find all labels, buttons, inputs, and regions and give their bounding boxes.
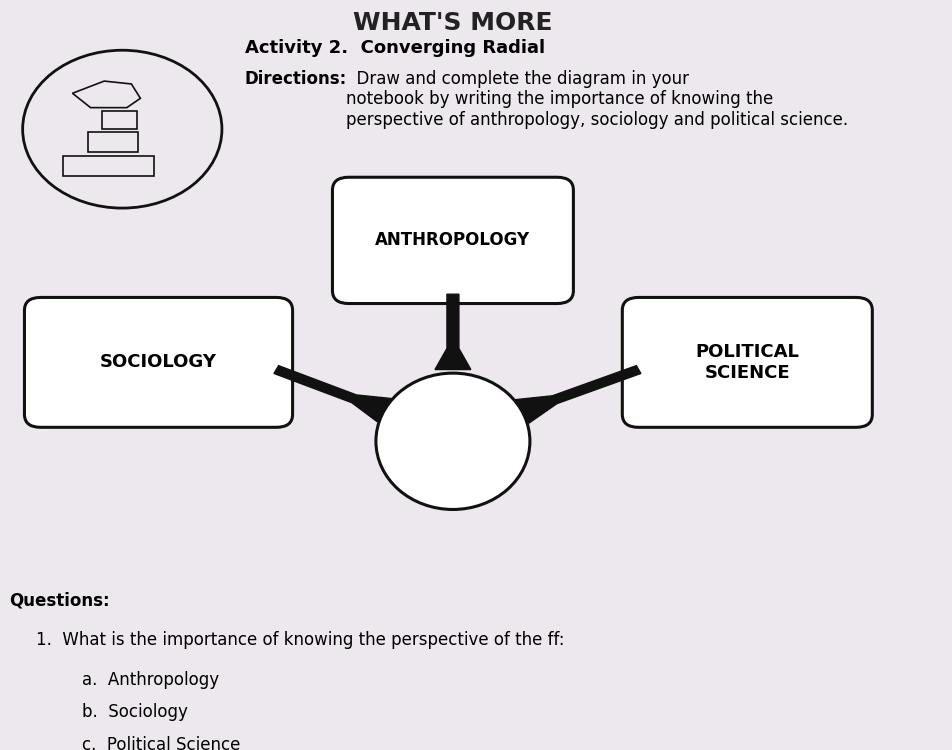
Text: c.  Political Science: c. Political Science xyxy=(82,736,240,750)
FancyBboxPatch shape xyxy=(64,156,154,176)
Text: WHAT'S MORE: WHAT'S MORE xyxy=(353,10,553,34)
Text: Draw and complete the diagram in your
notebook by writing the importance of know: Draw and complete the diagram in your no… xyxy=(346,70,848,129)
Text: SOCIOLOGY: SOCIOLOGY xyxy=(100,353,217,371)
Text: b.  Sociology: b. Sociology xyxy=(82,704,188,722)
Text: Activity 2.  Converging Radial: Activity 2. Converging Radial xyxy=(245,40,545,58)
Circle shape xyxy=(23,50,222,208)
Text: Directions:: Directions: xyxy=(245,70,347,88)
FancyBboxPatch shape xyxy=(623,298,872,427)
Polygon shape xyxy=(515,365,641,423)
Polygon shape xyxy=(435,294,471,370)
Text: a.  Anthropology: a. Anthropology xyxy=(82,671,219,689)
Text: POLITICAL
SCIENCE: POLITICAL SCIENCE xyxy=(695,343,800,382)
Text: ANTHROPOLOGY: ANTHROPOLOGY xyxy=(375,232,530,250)
Polygon shape xyxy=(274,366,391,422)
Ellipse shape xyxy=(376,374,530,509)
FancyBboxPatch shape xyxy=(103,111,137,129)
Text: 1.  What is the importance of knowing the perspective of the ff:: 1. What is the importance of knowing the… xyxy=(36,632,565,650)
FancyBboxPatch shape xyxy=(88,132,138,152)
FancyBboxPatch shape xyxy=(332,177,573,304)
FancyBboxPatch shape xyxy=(25,298,292,427)
Polygon shape xyxy=(72,81,140,108)
Text: Questions:: Questions: xyxy=(10,592,109,610)
